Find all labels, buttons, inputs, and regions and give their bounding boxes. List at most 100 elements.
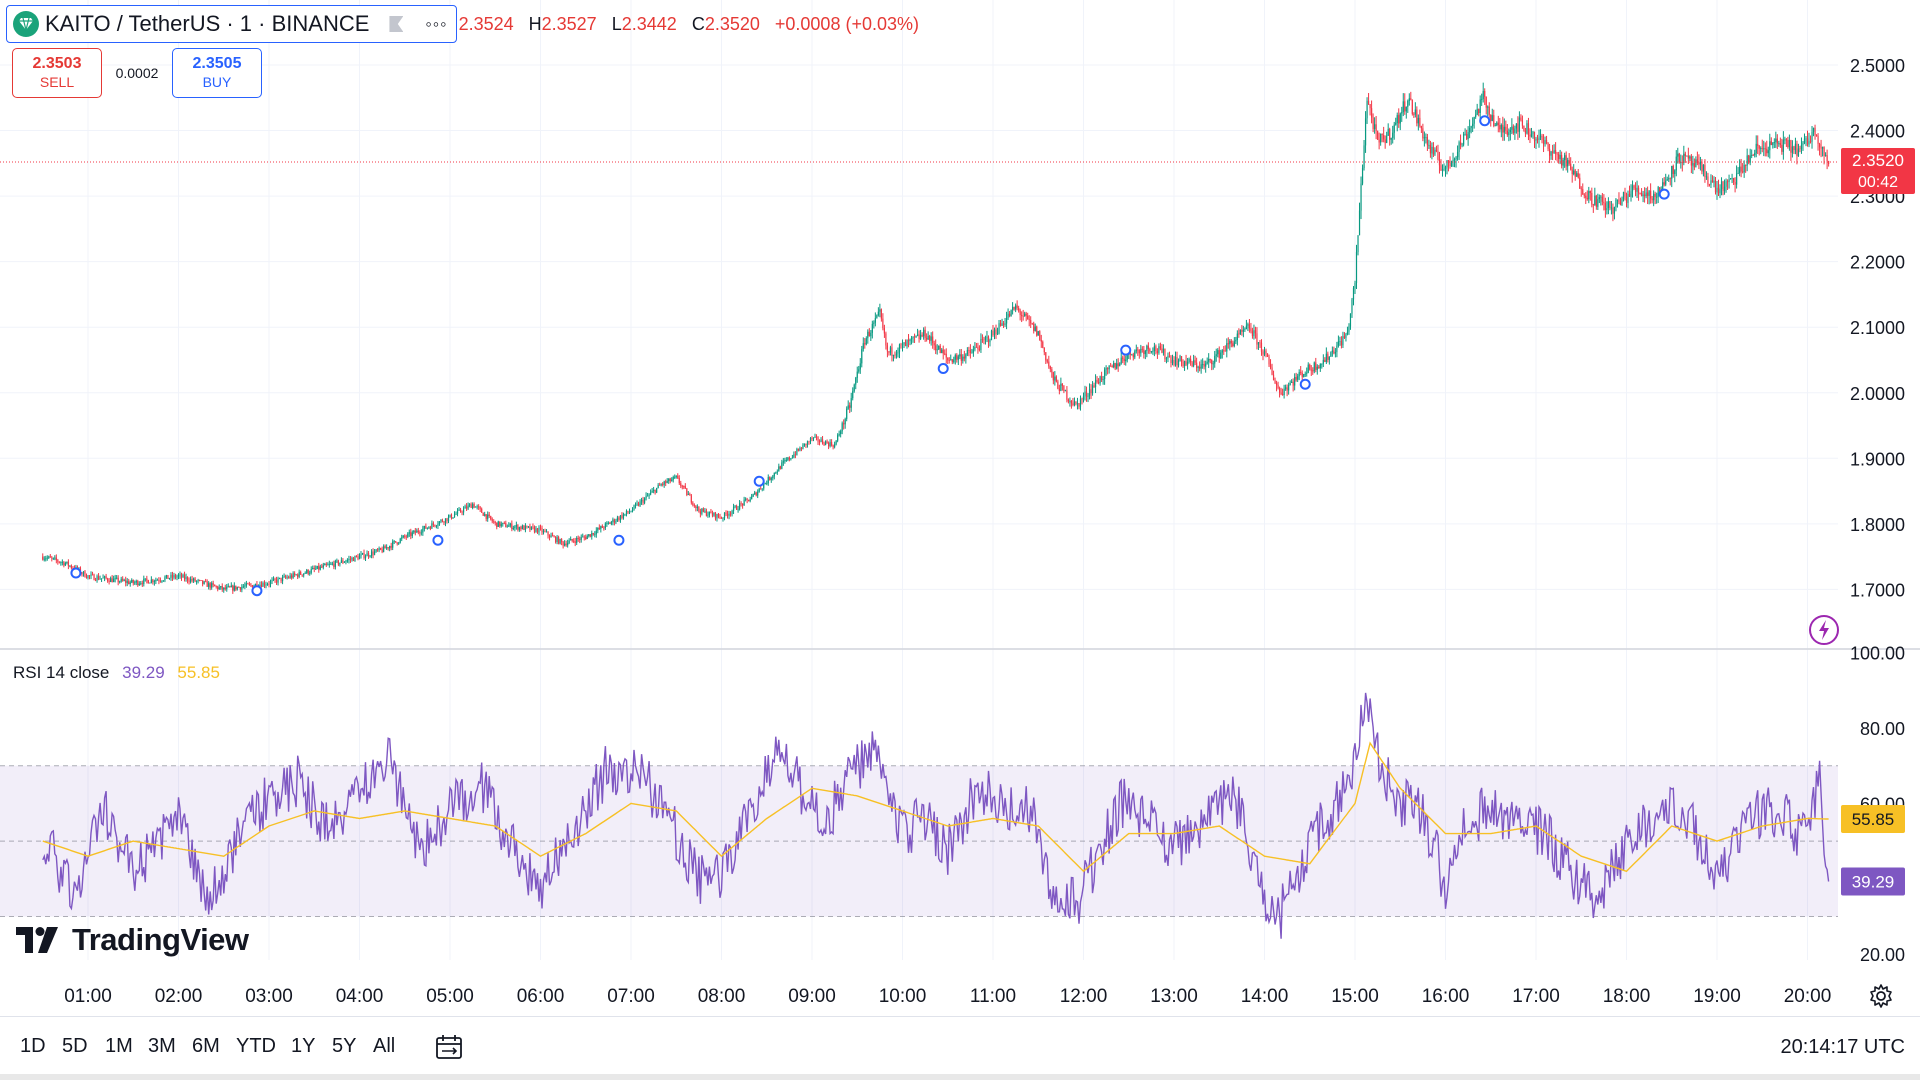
candle-body: [1467, 132, 1469, 140]
candle-body: [1212, 363, 1214, 365]
candle-body: [1782, 139, 1784, 152]
candle-body: [488, 514, 490, 516]
candle-body: [386, 547, 388, 549]
candle-body: [229, 586, 231, 588]
candle-body: [1435, 149, 1438, 152]
candle-body: [1220, 352, 1222, 359]
candle-body: [446, 518, 448, 522]
candle-body: [168, 578, 171, 579]
candle-body: [310, 569, 312, 573]
candle-body: [1654, 193, 1656, 197]
timeframe-1m[interactable]: 1M: [105, 1035, 133, 1057]
candle-body: [97, 576, 100, 580]
candle-body: [1177, 360, 1180, 366]
candle-body: [1349, 313, 1352, 327]
low-key: L: [611, 13, 622, 34]
candle-body: [1743, 164, 1745, 173]
candle-body: [1367, 100, 1370, 105]
candle-body: [1785, 139, 1787, 141]
candle-body: [1778, 143, 1780, 144]
timeframe-ytd[interactable]: YTD: [236, 1035, 276, 1057]
candle-body: [134, 582, 136, 584]
timeframe-1y[interactable]: 1Y: [291, 1035, 316, 1057]
candle-body: [1422, 128, 1424, 139]
candle-body: [850, 398, 852, 408]
candle-body: [993, 329, 996, 336]
candle-body: [1506, 130, 1508, 135]
candle-body: [773, 472, 775, 477]
candle-body: [417, 530, 419, 533]
timeframe-all[interactable]: All: [373, 1035, 396, 1057]
x-tick-label: 01:00: [64, 986, 112, 1007]
buy-button[interactable]: 2.3505 BUY: [172, 48, 262, 98]
candle-body: [268, 584, 270, 585]
candle-body: [796, 448, 798, 455]
candle-body: [1250, 328, 1252, 332]
candle-body: [1600, 196, 1602, 198]
candle-body: [389, 546, 391, 549]
symbol-legend: KAITO / TetherUS · 1 · BINANCE ◦◦◦ 2.352…: [6, 5, 919, 43]
sell-button[interactable]: 2.3503 SELL: [12, 48, 102, 98]
candle-body: [751, 496, 753, 500]
candle-body: [72, 567, 74, 569]
utc-clock[interactable]: 20:14:17 UTC: [1780, 1036, 1905, 1058]
candle-body: [909, 339, 911, 342]
candle-body: [383, 546, 385, 552]
high-value: 2.3527: [541, 13, 597, 34]
candle-body: [613, 519, 616, 523]
candle-body: [1550, 151, 1552, 156]
candle-body: [1570, 163, 1572, 170]
candle-body: [601, 526, 603, 528]
candle-body: [1378, 139, 1380, 143]
candle-body: [1266, 353, 1269, 357]
candle-body: [351, 557, 353, 560]
sell-label: SELL: [39, 74, 75, 90]
timeframe-1d[interactable]: 1D: [20, 1035, 46, 1057]
candle-body: [437, 524, 439, 526]
lightning-icon[interactable]: [1808, 614, 1840, 651]
candle-body: [924, 329, 926, 338]
candle-body: [1045, 352, 1047, 361]
candle-body: [1737, 172, 1739, 174]
candle-body: [956, 355, 958, 360]
candle-body: [1621, 198, 1623, 205]
timeframe-6m[interactable]: 6M: [192, 1035, 220, 1057]
candle-body: [1769, 141, 1771, 151]
flag-icon[interactable]: [389, 16, 404, 32]
candle-body: [680, 483, 682, 486]
candle-body: [1262, 351, 1264, 355]
candle-body: [1168, 355, 1171, 357]
candle-body: [1520, 117, 1522, 121]
candle-body: [677, 475, 679, 479]
candle-body: [1358, 210, 1361, 236]
timeframe-5d[interactable]: 5D: [62, 1035, 88, 1057]
candle-body: [648, 494, 650, 496]
ohlc-values: 2.3524 H2.3527 L2.3442 C2.3520 +0.0008 (…: [459, 14, 919, 35]
candle-body: [1476, 108, 1478, 115]
candle-body: [627, 510, 629, 513]
calendar-range-icon[interactable]: [434, 1032, 464, 1062]
timeframe-5y[interactable]: 5Y: [332, 1035, 357, 1057]
candle-body: [123, 580, 125, 582]
timeframe-3m[interactable]: 3M: [148, 1035, 176, 1057]
candle-body: [791, 457, 793, 459]
candle-body: [903, 342, 905, 345]
settings-gear-icon[interactable]: [1868, 983, 1894, 1014]
candle-body: [1726, 181, 1729, 183]
candle-body: [1640, 193, 1643, 197]
candle-body: [1526, 123, 1528, 134]
candle-body: [1773, 142, 1775, 143]
candle-body: [1678, 153, 1680, 163]
candle-body: [1544, 140, 1546, 145]
candle-body: [1337, 341, 1340, 346]
chart-canvas[interactable]: 01:00 02:00 03:00 04:00 05:00 06:00 07:00 08:00…: [0, 0, 1920, 1016]
candle-body: [831, 442, 833, 446]
candle-body: [487, 514, 489, 519]
candle-body: [529, 526, 531, 530]
more-horizontal-icon[interactable]: ◦◦◦: [425, 13, 448, 34]
symbol-selector[interactable]: KAITO / TetherUS · 1 · BINANCE ◦◦◦: [6, 5, 457, 43]
candle-body: [215, 586, 217, 588]
candle-body: [1598, 197, 1600, 200]
candle-body: [1648, 190, 1650, 196]
candle-body: [713, 512, 715, 516]
